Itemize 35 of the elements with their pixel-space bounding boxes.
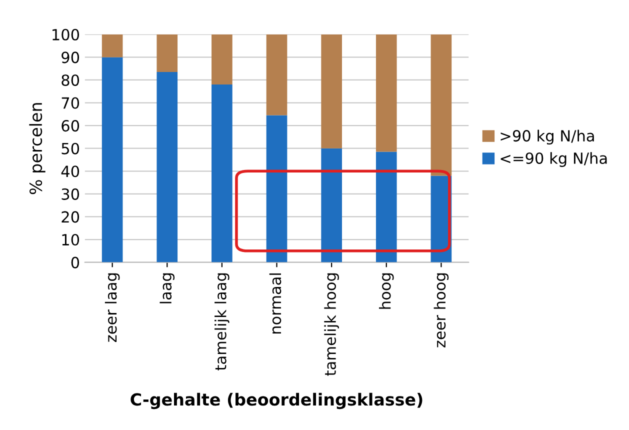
x-tick-label: tamelijk laag <box>214 273 230 370</box>
x-tick-label: tamelijk hoog <box>324 273 339 376</box>
y-tick-label: 100 <box>52 28 80 40</box>
y-tick-label: 30 <box>62 188 80 200</box>
y-axis-title: % percelen <box>29 103 46 194</box>
x-tick-label: normaal <box>269 273 282 334</box>
y-tick-label: 40 <box>61 166 80 178</box>
x-tick-label: zeer laag <box>104 273 120 342</box>
bar <box>321 34 342 148</box>
bar <box>430 34 452 176</box>
y-tick-label: 60 <box>62 120 80 132</box>
x-tick-label: zeer hoog <box>434 273 449 348</box>
x-axis-title: C-gehalte (beoordelingsklasse) <box>130 392 422 410</box>
bar <box>156 34 178 72</box>
bar <box>156 72 178 262</box>
bar <box>266 115 288 262</box>
x-tick-label: hoog <box>378 273 394 309</box>
y-tick-label: 20 <box>62 211 80 223</box>
legend-label: >90 kg N/ha <box>500 130 594 145</box>
bar <box>102 34 123 58</box>
bar <box>266 34 288 116</box>
bar <box>102 57 123 262</box>
y-tick-label: 50 <box>62 142 80 154</box>
legend-label: <=90 kg N/ha <box>500 152 607 167</box>
y-tick-label: 0 <box>71 256 80 268</box>
y-tick-label: 70 <box>62 97 80 109</box>
y-tick-label: 80 <box>62 74 80 86</box>
x-tick-label: laag <box>160 273 175 304</box>
bar <box>212 84 232 262</box>
bar <box>212 34 232 85</box>
bar <box>376 152 397 262</box>
y-tick-label: 10 <box>62 234 80 246</box>
y-tick-label: 90 <box>62 52 80 64</box>
bar <box>376 34 397 152</box>
bar <box>321 148 342 262</box>
